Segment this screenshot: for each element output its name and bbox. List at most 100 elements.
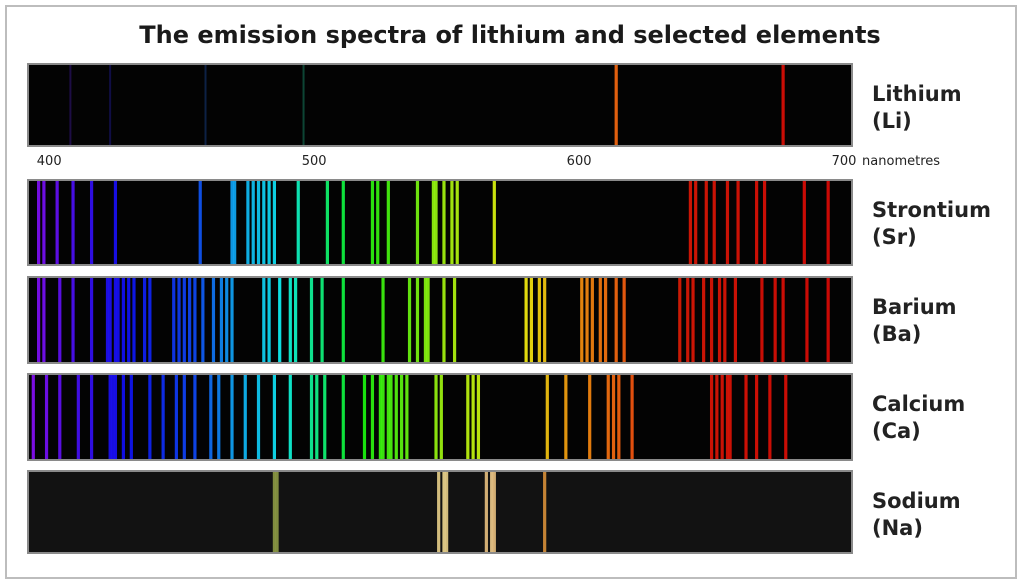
emission-line <box>177 277 181 363</box>
emission-line <box>768 374 772 460</box>
emission-line <box>341 180 345 265</box>
faint-emission-line <box>204 64 207 146</box>
faint-emission-line <box>109 64 112 146</box>
emission-line <box>267 180 271 265</box>
emission-line <box>678 277 682 363</box>
emission-line <box>121 277 125 363</box>
element-name: Barium <box>872 295 957 319</box>
emission-line <box>129 374 133 460</box>
emission-line <box>709 374 714 460</box>
emission-line <box>243 374 247 460</box>
emission-line <box>543 277 547 363</box>
emission-line <box>725 180 730 265</box>
emission-line <box>315 374 319 460</box>
emission-line <box>31 374 35 460</box>
emission-line <box>76 374 80 460</box>
emission-line <box>439 374 443 460</box>
emission-line <box>370 180 375 265</box>
emission-line <box>217 374 221 460</box>
emission-line <box>376 180 380 265</box>
element-name: Sodium <box>872 489 961 513</box>
emission-line <box>89 180 94 265</box>
emission-line <box>826 277 830 363</box>
emission-line <box>108 374 112 460</box>
emission-line <box>691 277 695 363</box>
emission-line <box>755 180 759 265</box>
emission-line <box>725 374 730 460</box>
emission-line <box>116 277 120 363</box>
emission-line <box>442 180 446 265</box>
emission-line <box>437 471 441 553</box>
emission-line <box>405 374 409 460</box>
emission-line <box>278 277 282 363</box>
element-name: Lithium <box>872 82 962 106</box>
emission-line <box>341 374 345 460</box>
emission-line <box>89 374 94 460</box>
spectrum <box>27 179 853 266</box>
title: The emission spectra of lithium and sele… <box>139 21 880 49</box>
axis-unit: nanometres <box>862 154 940 169</box>
emission-line <box>58 374 62 460</box>
emission-line <box>288 277 292 363</box>
emission-line <box>275 471 279 553</box>
emission-line <box>55 180 59 265</box>
emission-line <box>381 277 385 363</box>
emission-line <box>256 180 261 265</box>
emission-line <box>455 180 459 265</box>
emission-line <box>598 277 602 363</box>
emission-line <box>762 180 767 265</box>
frame <box>5 5 1017 579</box>
emission-line <box>426 277 430 363</box>
emission-line <box>288 374 292 460</box>
faint-emission-line <box>302 64 305 146</box>
emission-line <box>201 277 205 363</box>
emission-line <box>42 180 46 265</box>
spectrum-border <box>27 470 853 554</box>
emission-line <box>230 277 234 363</box>
emission-line <box>543 471 547 553</box>
emission-line <box>394 374 398 460</box>
emission-line <box>113 180 118 265</box>
emission-line <box>431 180 435 265</box>
emission-line <box>590 277 594 363</box>
emission-line <box>309 277 314 363</box>
emission-line <box>524 277 528 363</box>
emission-line <box>211 277 216 363</box>
emission-line <box>225 277 229 363</box>
emission-line <box>688 180 692 265</box>
emission-line <box>728 374 732 460</box>
emission-line <box>389 374 393 460</box>
emission-line <box>256 374 261 460</box>
spectrum <box>27 373 853 461</box>
spectrum-background <box>28 64 852 146</box>
emission-line <box>466 374 470 460</box>
emission-line <box>267 277 271 363</box>
emission-line <box>614 277 618 363</box>
spectrum-border <box>27 63 853 147</box>
emission-line <box>42 277 46 363</box>
tick-label: 600 <box>567 154 592 169</box>
emission-line <box>246 180 250 265</box>
emission-line <box>585 277 589 363</box>
emission-line <box>442 277 446 363</box>
emission-line <box>58 277 62 363</box>
emission-line <box>781 64 785 146</box>
emission-line <box>148 374 152 460</box>
emission-line <box>193 374 197 460</box>
emission-line <box>580 277 584 363</box>
emission-line <box>262 277 266 363</box>
emission-line <box>161 374 165 460</box>
emission-line <box>442 471 446 553</box>
spectrum <box>27 470 853 554</box>
emission-line <box>323 374 327 460</box>
emission-line <box>381 374 385 460</box>
emission-line <box>148 277 152 363</box>
emission-line <box>113 374 118 460</box>
emission-line <box>720 374 724 460</box>
emission-line <box>36 180 41 265</box>
emission-line <box>773 277 777 363</box>
emission-line <box>617 374 621 460</box>
emission-line <box>434 180 438 265</box>
emission-line <box>450 180 454 265</box>
emission-line <box>320 277 324 363</box>
